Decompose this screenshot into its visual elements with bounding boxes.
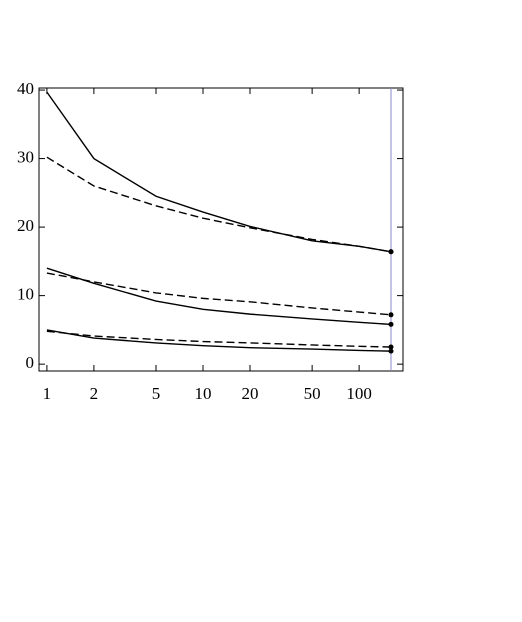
y-tick-label: 0	[26, 353, 35, 372]
plot-frame	[38, 87, 404, 372]
end-point	[388, 249, 394, 255]
x-tick-label: 50	[304, 384, 321, 403]
y-tick-label: 20	[17, 216, 34, 235]
series-line	[46, 91, 392, 253]
end-point	[388, 344, 394, 350]
series-line	[46, 330, 392, 348]
y-tick-label: 40	[17, 79, 34, 98]
x-tick-label: 1	[43, 384, 52, 403]
end-point	[388, 312, 394, 318]
series-line	[46, 156, 392, 253]
series-line	[46, 267, 392, 326]
end-point	[388, 321, 394, 327]
y-tick-label: 30	[17, 147, 34, 166]
y-tick-label: 10	[17, 285, 34, 304]
end-point	[388, 348, 394, 354]
x-tick-label: 5	[152, 384, 161, 403]
x-tick-label: 10	[195, 384, 212, 403]
series-line	[46, 329, 392, 352]
x-tick-label: 100	[346, 384, 372, 403]
x-tick-label: 20	[242, 384, 259, 403]
x-tick-label: 2	[90, 384, 99, 403]
series-line	[46, 272, 392, 316]
